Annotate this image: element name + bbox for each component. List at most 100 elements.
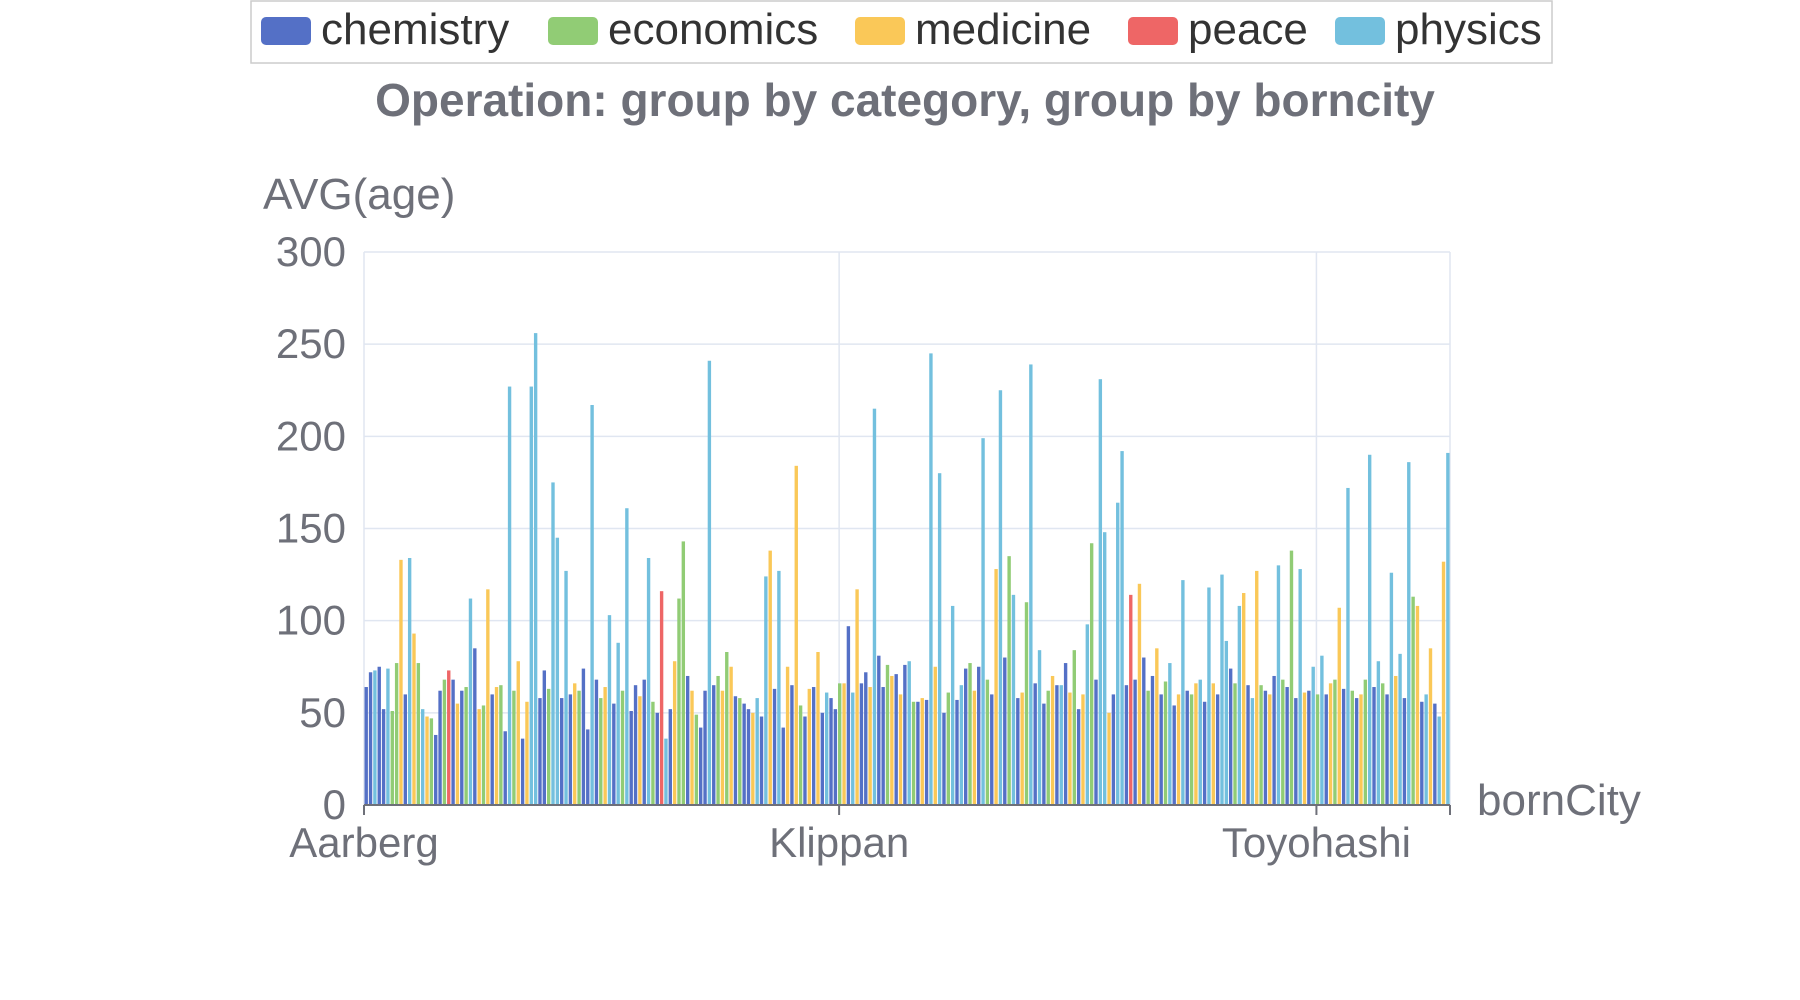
bar-physics[interactable] [824, 692, 829, 805]
bar-physics[interactable] [907, 661, 911, 805]
bar-medicine[interactable] [842, 683, 846, 805]
bar-medicine[interactable] [1155, 648, 1159, 805]
bar-chemistry[interactable] [1202, 701, 1207, 805]
bar-medicine[interactable] [1137, 583, 1142, 805]
bar-chemistry[interactable] [1372, 687, 1376, 805]
bar-physics[interactable] [616, 642, 620, 805]
bar-physics[interactable] [1037, 650, 1042, 805]
bar-chemistry[interactable] [460, 690, 464, 805]
bar-physics[interactable] [555, 537, 560, 805]
bar-economics[interactable] [620, 690, 625, 805]
bar-medicine[interactable] [751, 712, 755, 805]
bar-chemistry[interactable] [772, 688, 777, 805]
bar-physics[interactable] [755, 698, 759, 805]
bar-chemistry[interactable] [1159, 694, 1163, 805]
bar-physics[interactable] [1437, 716, 1441, 805]
bar-chemistry[interactable] [434, 734, 438, 805]
bar-economics[interactable] [481, 705, 486, 805]
bar-chemistry[interactable] [833, 709, 838, 805]
bar-chemistry[interactable] [990, 694, 994, 805]
bar-economics[interactable] [390, 710, 394, 805]
bar-economics[interactable] [1089, 543, 1094, 805]
bar-chemistry[interactable] [829, 698, 833, 805]
bar-medicine[interactable] [455, 703, 460, 805]
bar-medicine[interactable] [1268, 694, 1272, 805]
bar-chemistry[interactable] [712, 685, 716, 805]
bar-chemistry[interactable] [894, 674, 898, 805]
bar-chemistry[interactable] [1272, 675, 1276, 805]
bar-economics[interactable] [1363, 679, 1368, 805]
bar-economics[interactable] [1281, 679, 1285, 805]
bar-physics[interactable] [764, 576, 768, 805]
bar-physics[interactable] [1311, 666, 1315, 805]
bar-economics[interactable] [681, 541, 686, 805]
bar-chemistry[interactable] [520, 738, 525, 805]
bar-medicine[interactable] [1176, 694, 1181, 805]
bar-chemistry[interactable] [1385, 694, 1389, 805]
bar-chemistry[interactable] [1055, 685, 1059, 805]
bar-chemistry[interactable] [1215, 694, 1220, 805]
bar-economics[interactable] [442, 679, 447, 805]
bar-chemistry[interactable] [612, 703, 616, 805]
bar-chemistry[interactable] [629, 710, 633, 805]
bar-physics[interactable] [1181, 580, 1185, 805]
bar-economics[interactable] [546, 688, 551, 805]
bar-physics[interactable] [1424, 694, 1428, 805]
bar-economics[interactable] [1289, 550, 1294, 805]
bar-chemistry[interactable] [581, 668, 586, 805]
bar-physics[interactable] [625, 508, 629, 805]
bar-chemistry[interactable] [642, 679, 646, 805]
bar-chemistry[interactable] [1341, 688, 1346, 805]
bar-chemistry[interactable] [781, 727, 785, 805]
legend-item-medicine[interactable]: medicine [855, 5, 1091, 54]
bar-medicine[interactable] [1441, 561, 1446, 805]
bar-physics[interactable] [851, 692, 855, 805]
bar-economics[interactable] [599, 698, 603, 805]
bar-medicine[interactable] [868, 687, 872, 805]
bar-economics[interactable] [725, 652, 729, 805]
bar-economics[interactable] [499, 685, 503, 805]
bar-economics[interactable] [1350, 690, 1354, 805]
bar-economics[interactable] [798, 705, 803, 805]
bar-medicine[interactable] [816, 652, 820, 805]
bar-medicine[interactable] [1255, 570, 1259, 805]
bar-physics[interactable] [998, 390, 1003, 805]
bar-chemistry[interactable] [1246, 685, 1250, 805]
bar-chemistry[interactable] [1063, 663, 1068, 805]
bar-chemistry[interactable] [811, 687, 816, 805]
bar-chemistry[interactable] [1420, 701, 1424, 805]
bar-medicine[interactable] [573, 683, 577, 805]
bar-physics[interactable] [707, 360, 712, 805]
bar-medicine[interactable] [525, 701, 529, 805]
bar-chemistry[interactable] [668, 709, 672, 805]
bar-physics[interactable] [1098, 379, 1103, 805]
bar-economics[interactable] [1024, 602, 1029, 805]
bar-chemistry[interactable] [1042, 703, 1046, 805]
bar-economics[interactable] [1046, 690, 1050, 805]
bar-medicine[interactable] [920, 698, 924, 805]
bar-medicine[interactable] [477, 709, 481, 805]
bar-medicine[interactable] [1050, 675, 1055, 805]
bar-chemistry[interactable] [1354, 698, 1359, 805]
bar-economics[interactable] [1163, 681, 1168, 805]
bar-chemistry[interactable] [746, 709, 751, 805]
bar-economics[interactable] [577, 690, 581, 805]
bar-medicine[interactable] [1107, 712, 1111, 805]
bar-physics[interactable] [1398, 653, 1402, 805]
bar-physics[interactable] [468, 598, 473, 805]
bar-medicine[interactable] [425, 716, 429, 805]
bar-peace[interactable] [447, 670, 451, 805]
bar-economics[interactable] [985, 679, 990, 805]
bar-physics[interactable] [373, 670, 377, 805]
bar-physics[interactable] [564, 570, 568, 805]
bar-chemistry[interactable] [473, 648, 477, 805]
bar-medicine[interactable] [794, 465, 798, 805]
bar-chemistry[interactable] [364, 687, 368, 805]
bar-chemistry[interactable] [846, 626, 851, 805]
bar-chemistry[interactable] [699, 727, 703, 805]
bar-economics[interactable] [738, 698, 742, 805]
bar-chemistry[interactable] [1111, 694, 1116, 805]
bar-economics[interactable] [885, 664, 890, 805]
bar-physics[interactable] [386, 668, 390, 805]
bar-physics[interactable] [590, 404, 594, 805]
